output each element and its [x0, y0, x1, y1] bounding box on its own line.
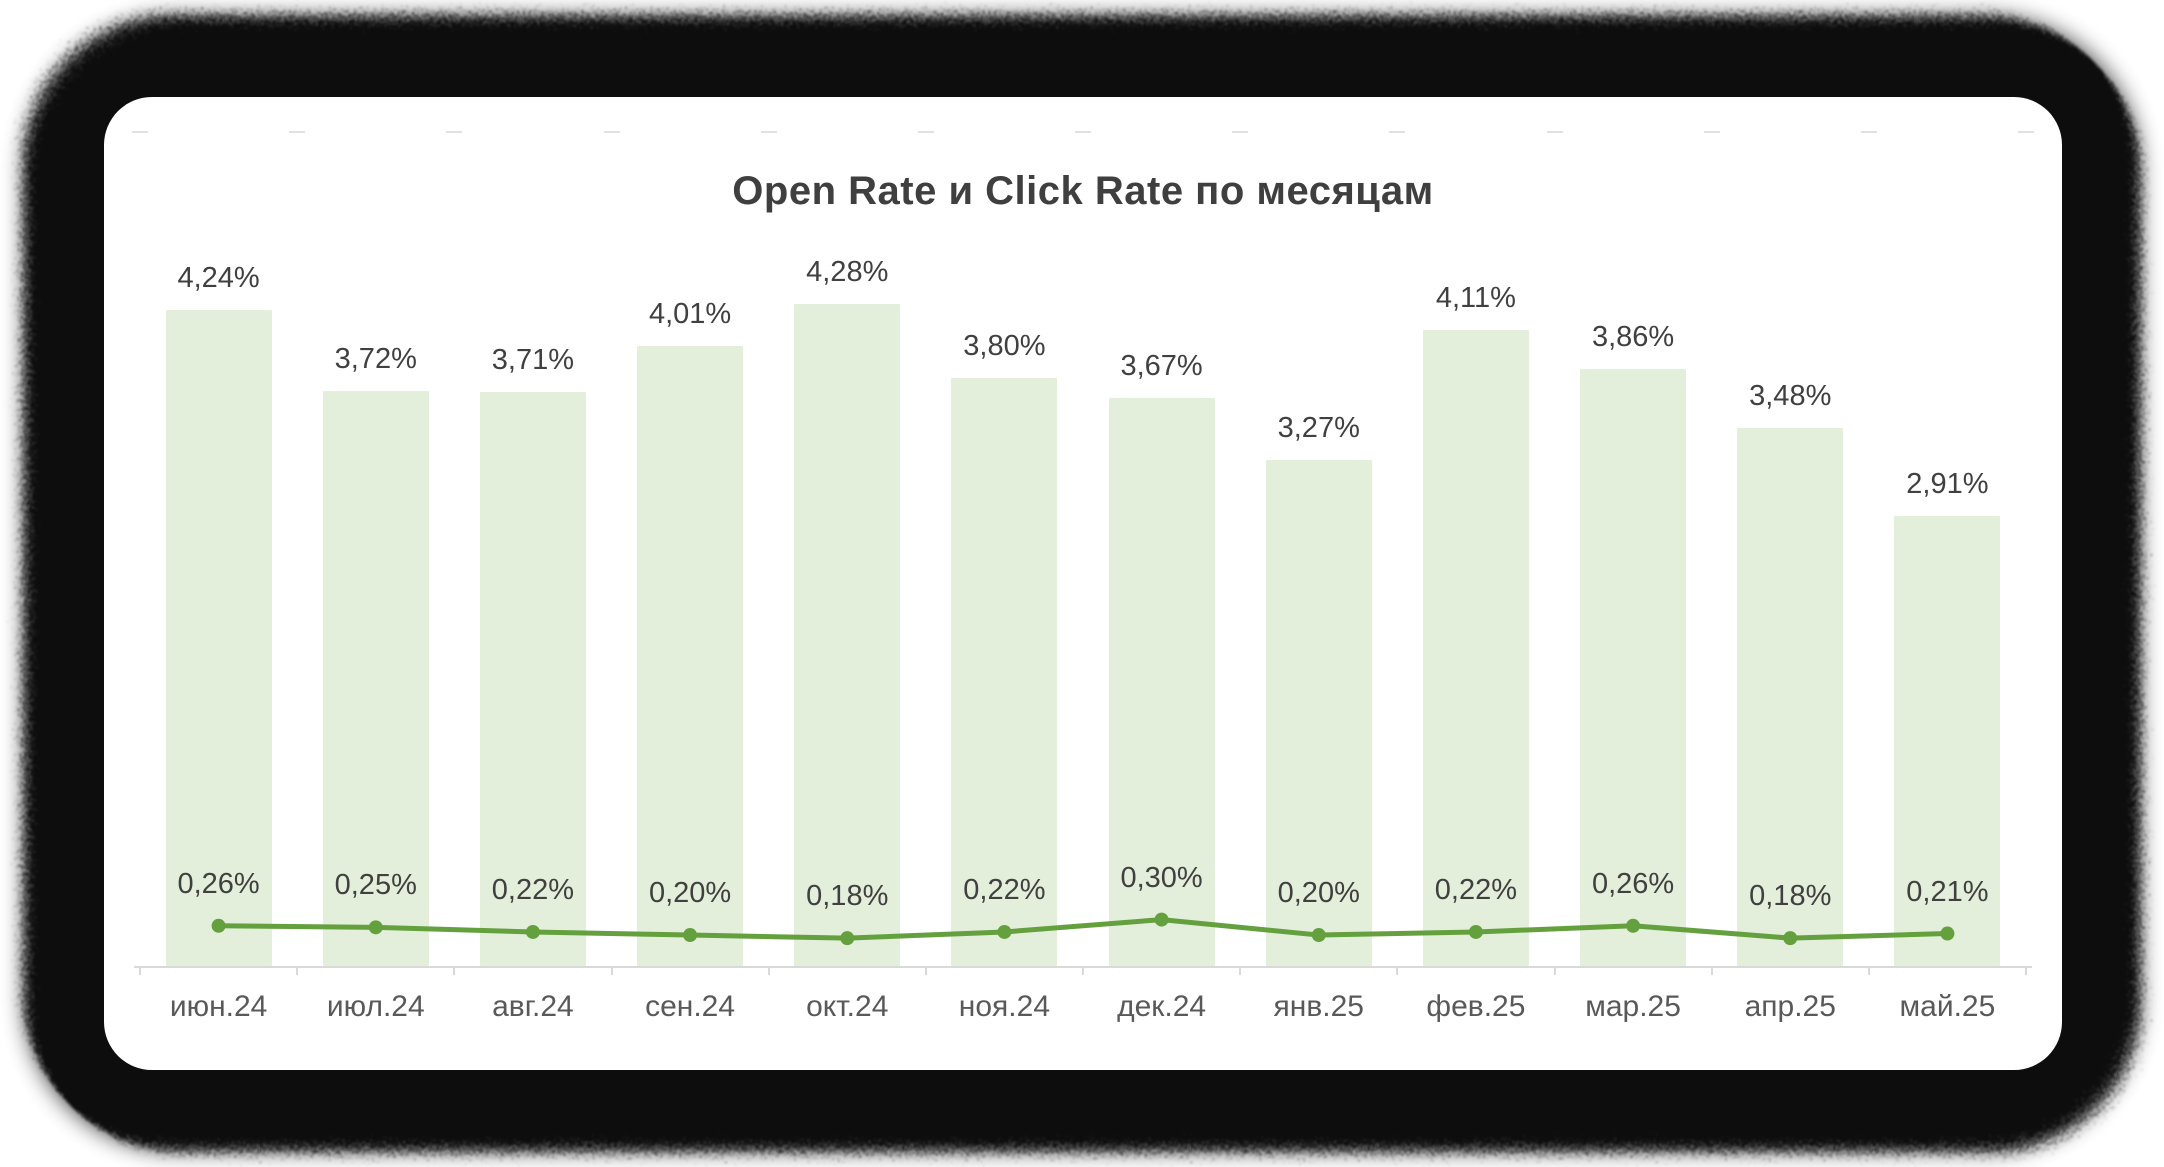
- click-rate-point: [683, 928, 698, 943]
- x-axis-label: мар.25: [1585, 990, 1681, 1023]
- top-gridline-dash: [1546, 131, 1563, 133]
- open-rate-value-label: 3,72%: [334, 342, 417, 375]
- click-rate-value-label: 0,22%: [491, 873, 575, 906]
- click-rate-point: [368, 920, 383, 935]
- open-rate-value-label: 3,48%: [1749, 379, 1832, 412]
- x-axis-label: сен.24: [645, 990, 736, 1023]
- x-axis-tick: [1396, 966, 1399, 975]
- open-rate-value-label: 4,01%: [648, 297, 732, 330]
- click-rate-value-label: 0,18%: [1749, 880, 1832, 913]
- chart-title: Open Rate и Click Rate по месяцам: [732, 169, 1434, 213]
- click-rate-value-label: 0,22%: [1434, 873, 1518, 906]
- open-rate-value-label: 4,24%: [177, 262, 260, 295]
- top-gridline-dash: [1389, 131, 1406, 133]
- open-rate-bar: [1422, 330, 1529, 966]
- x-axis-label: янв.25: [1273, 990, 1364, 1023]
- x-axis-label: июл.24: [326, 990, 425, 1023]
- click-rate-line: [211, 912, 1955, 946]
- open-rate-bar: [322, 390, 429, 966]
- click-rate-point: [997, 924, 1012, 939]
- top-gridline-dash: [132, 131, 148, 133]
- chart-card: Open Rate и Click Rate по месяцам 4,24% 3…: [104, 97, 2062, 1070]
- open-rate-value-label: 3,80%: [963, 330, 1046, 363]
- x-axis-tick: [139, 966, 141, 975]
- click-rate-value-label: 0,21%: [1906, 875, 1989, 908]
- click-rate-point: [211, 918, 226, 933]
- top-gridline-dash: [760, 131, 777, 133]
- click-rate-value-label: 0,20%: [1277, 877, 1360, 910]
- click-rate-value-label: 0,20%: [648, 877, 732, 910]
- click-rate-point: [1468, 924, 1483, 939]
- click-rate-point: [1783, 931, 1798, 946]
- open-rate-value-label: 3,86%: [1591, 320, 1675, 353]
- plot-area: 4,24% 3,72% 3,71% 4,01% 4,28% 3,80% 3,67% 3,27%…: [104, 97, 2062, 1070]
- top-gridline-dash: [2018, 131, 2034, 133]
- x-axis-label: ноя.24: [958, 990, 1050, 1023]
- x-axis-label: апр.25: [1744, 990, 1836, 1023]
- click-rate-value-label: 0,22%: [963, 873, 1046, 906]
- open-rate-bar: [794, 303, 901, 966]
- x-axis-tick: [610, 966, 613, 975]
- open-rate-value-label: 3,67%: [1120, 350, 1203, 383]
- x-axis-tick: [1867, 966, 1870, 975]
- top-gridline-dash: [1075, 131, 1091, 133]
- top-gridline-dash: [603, 131, 620, 133]
- click-rate-point: [840, 931, 855, 946]
- open-rate-bar: [637, 345, 744, 966]
- x-axis-label: май.25: [1899, 990, 1996, 1023]
- click-rate-point: [1311, 928, 1326, 943]
- click-rate-value-label: 0,26%: [1591, 867, 1675, 900]
- x-axis-tick: [1710, 966, 1713, 975]
- x-axis-label: июн.24: [169, 990, 268, 1023]
- open-rate-bar: [1265, 460, 1372, 966]
- open-rate-value-label: 3,71%: [491, 344, 575, 377]
- top-gridline-dash: [1703, 131, 1720, 133]
- top-gridline-dash: [446, 131, 463, 133]
- x-axis-tick: [1082, 966, 1084, 975]
- x-axis-tick: [767, 966, 770, 975]
- open-rate-value-label: 2,91%: [1906, 467, 1989, 500]
- x-axis-label: фев.25: [1426, 990, 1526, 1023]
- top-gridline-dash: [1860, 131, 1877, 133]
- open-rate-bar: [479, 392, 586, 966]
- top-gridline-dash: [289, 131, 306, 133]
- click-rate-value-label: 0,30%: [1120, 861, 1203, 894]
- click-rate-point: [1626, 918, 1641, 933]
- open-rate-value-label: 4,11%: [1435, 282, 1516, 315]
- click-rate-value-label: 0,25%: [334, 869, 417, 902]
- x-axis-tick: [1553, 966, 1556, 975]
- click-rate-value-label: 0,18%: [806, 880, 889, 913]
- open-rate-value-label: 3,27%: [1277, 412, 1360, 445]
- open-rate-bar: [951, 378, 1058, 966]
- click-rate-point: [1940, 926, 1955, 941]
- top-gridline-dash: [917, 131, 934, 133]
- x-axis-label: авг.24: [492, 990, 574, 1023]
- x-axis-tick: [1239, 966, 1242, 975]
- open-rate-bar: [1894, 515, 2001, 966]
- click-rate-value-label: 0,26%: [177, 867, 260, 900]
- x-axis-label: окт.24: [806, 990, 889, 1023]
- click-rate-point: [525, 924, 540, 939]
- open-rate-value-label: 4,28%: [806, 255, 889, 288]
- open-rate-bar: [1580, 368, 1687, 966]
- x-axis-tick: [453, 966, 456, 975]
- open-rate-bar: [1108, 398, 1215, 966]
- x-axis-tick: [924, 966, 927, 975]
- x-axis-tick: [296, 966, 299, 975]
- x-axis-tick: [2025, 966, 2027, 975]
- click-rate-point: [1154, 912, 1169, 927]
- x-axis-label: дек.24: [1117, 990, 1207, 1023]
- top-gridline-dash: [1232, 131, 1249, 133]
- open-rate-bar: [1737, 427, 1844, 966]
- open-rate-bar: [165, 310, 272, 966]
